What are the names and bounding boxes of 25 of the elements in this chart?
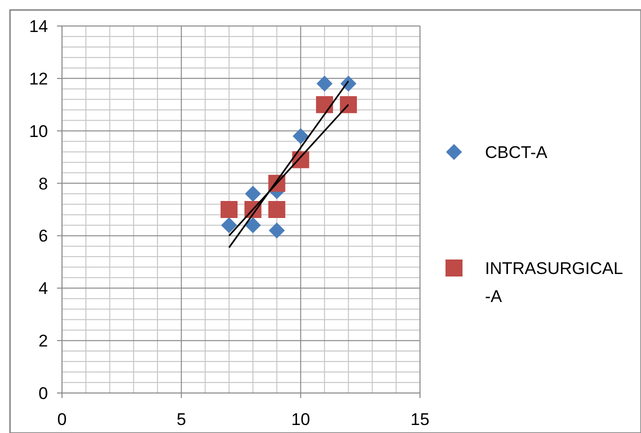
point <box>292 128 309 144</box>
point <box>316 76 333 92</box>
x-tick-label: 0 <box>57 410 67 429</box>
y-tick-label: 8 <box>38 174 48 194</box>
point <box>220 201 238 218</box>
x-tick-label: 15 <box>410 410 430 429</box>
point <box>316 96 334 114</box>
x-tick-label: 5 <box>176 410 186 429</box>
y-tick-label: 14 <box>29 17 48 36</box>
y-tick-label: 2 <box>38 332 48 351</box>
y-tick-label: 10 <box>29 122 48 141</box>
legend-label: INTRASURGICAL -A <box>485 259 623 306</box>
legend-label: CBCT-A <box>485 143 548 162</box>
point <box>340 76 356 92</box>
point <box>340 96 357 114</box>
point <box>244 217 261 234</box>
x-tick-label: 10 <box>291 410 310 429</box>
point <box>221 217 238 234</box>
y-tick-label: 4 <box>38 279 48 298</box>
point <box>268 201 286 218</box>
y-tick-label: 12 <box>29 69 48 88</box>
point <box>268 222 285 238</box>
y-tick-label: 0 <box>38 384 48 403</box>
point <box>244 186 261 202</box>
y-tick-label: 6 <box>38 226 48 246</box>
